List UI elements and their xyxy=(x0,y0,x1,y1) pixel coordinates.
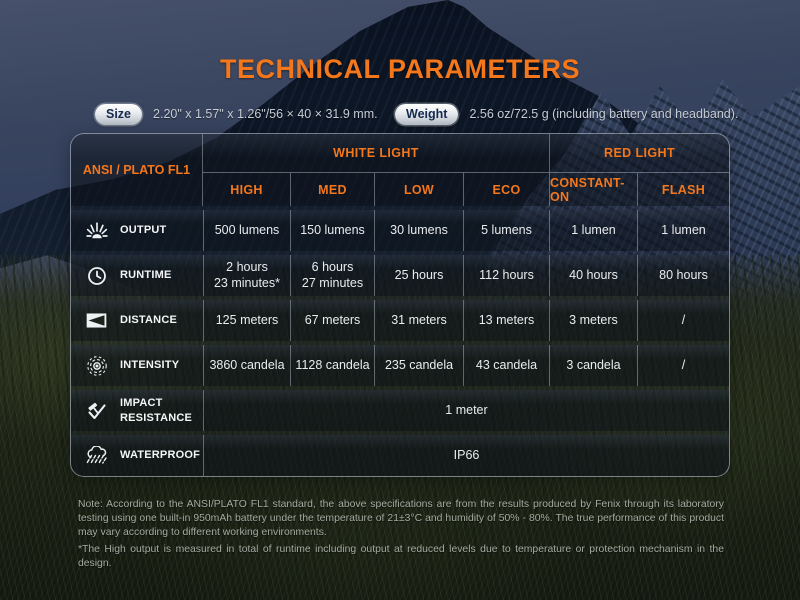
runtime-eco: 112 hours xyxy=(463,255,549,296)
beam-icon xyxy=(84,313,109,328)
table-row-distance: DISTANCE 125 meters 67 meters 31 meters … xyxy=(71,300,729,341)
output-constant-on: 1 lumen xyxy=(549,210,637,251)
distance-flash: / xyxy=(637,300,729,341)
weight-badge: Weight xyxy=(395,103,459,125)
column-header-constant-on: CONSTANT-ON xyxy=(549,173,637,206)
distance-low: 31 meters xyxy=(374,300,463,341)
spec-table: ANSI / PLATO FL1 WHITE LIGHT RED LIGHT H… xyxy=(70,133,730,477)
intensity-flash: / xyxy=(637,345,729,386)
output-low: 30 lumens xyxy=(374,210,463,251)
footnote-high-output: *The High output is measured in total of… xyxy=(78,543,724,569)
light-output-icon xyxy=(84,220,109,241)
table-row-intensity: INTENSITY 3860 candela 1128 candela 235 … xyxy=(71,345,729,386)
red-light-group-header: RED LIGHT xyxy=(549,134,729,173)
standard-label: ANSI / PLATO FL1 xyxy=(71,134,203,206)
table-row-impact-resistance: IMPACT RESISTANCE 1 meter xyxy=(71,390,729,431)
runtime-med: 6 hours 27 minutes xyxy=(290,255,374,296)
waterproof-value: IP66 xyxy=(203,435,729,476)
runtime-constant-on: 40 hours xyxy=(549,255,637,296)
table-row-output: OUTPUT 500 lumens 150 lumens 30 lumens 5… xyxy=(71,210,729,251)
table-row-waterproof: WATERPROOF IP66 xyxy=(71,435,729,476)
distance-eco: 13 meters xyxy=(463,300,549,341)
footnote-standard: Note: According to the ANSI/PLATO FL1 st… xyxy=(78,499,724,538)
intensity-constant-on: 3 candela xyxy=(549,345,637,386)
output-med: 150 lumens xyxy=(290,210,374,251)
weight-spec: Weight 2.56 oz/72.5 g (including battery… xyxy=(395,103,738,125)
column-header-med: MED xyxy=(290,173,374,206)
intensity-low: 235 candela xyxy=(374,345,463,386)
row-label-intensity: INTENSITY xyxy=(71,345,203,386)
intensity-med: 1128 candela xyxy=(290,345,374,386)
output-high: 500 lumens xyxy=(203,210,290,251)
column-header-high: HIGH xyxy=(230,182,263,197)
column-header-flash: FLASH xyxy=(637,173,729,206)
row-label-distance: DISTANCE xyxy=(71,300,203,341)
output-eco: 5 lumens xyxy=(463,210,549,251)
runtime-flash: 80 hours xyxy=(637,255,729,296)
output-flash: 1 lumen xyxy=(637,210,729,251)
runtime-high: 2 hours 23 minutes* xyxy=(203,255,290,296)
page-title: TECHNICAL PARAMETERS xyxy=(219,54,580,84)
column-header-eco: ECO xyxy=(463,173,549,206)
size-spec: Size 2.20" x 1.57" x 1.26"/56 × 40 × 31.… xyxy=(95,103,378,125)
intensity-eco: 43 candela xyxy=(463,345,549,386)
row-label-impact-resistance: IMPACT RESISTANCE xyxy=(71,390,203,431)
distance-high: 125 meters xyxy=(203,300,290,341)
size-value: 2.20" x 1.57" x 1.26"/56 × 40 × 31.9 mm. xyxy=(153,107,378,121)
distance-constant-on: 3 meters xyxy=(549,300,637,341)
clock-icon xyxy=(84,266,109,286)
target-icon xyxy=(84,355,109,377)
hammer-check-icon xyxy=(84,401,109,421)
column-header-low: LOW xyxy=(374,173,463,206)
table-row-runtime: RUNTIME 2 hours 23 minutes* 6 hours 27 m… xyxy=(71,255,729,296)
footnotes: Note: According to the ANSI/PLATO FL1 st… xyxy=(78,498,724,571)
runtime-low: 25 hours xyxy=(374,255,463,296)
row-label-output: OUTPUT xyxy=(71,210,203,251)
intensity-high: 3860 candela xyxy=(203,345,290,386)
size-badge: Size xyxy=(95,103,143,125)
distance-med: 67 meters xyxy=(290,300,374,341)
rain-cloud-icon xyxy=(84,445,109,466)
weight-value: 2.56 oz/72.5 g (including battery and he… xyxy=(469,107,739,121)
table-header: ANSI / PLATO FL1 WHITE LIGHT RED LIGHT H… xyxy=(71,134,729,206)
impact-resistance-value: 1 meter xyxy=(203,390,729,431)
row-label-waterproof: WATERPROOF xyxy=(71,435,203,476)
white-light-group-header: WHITE LIGHT xyxy=(203,134,549,173)
row-label-runtime: RUNTIME xyxy=(71,255,203,296)
